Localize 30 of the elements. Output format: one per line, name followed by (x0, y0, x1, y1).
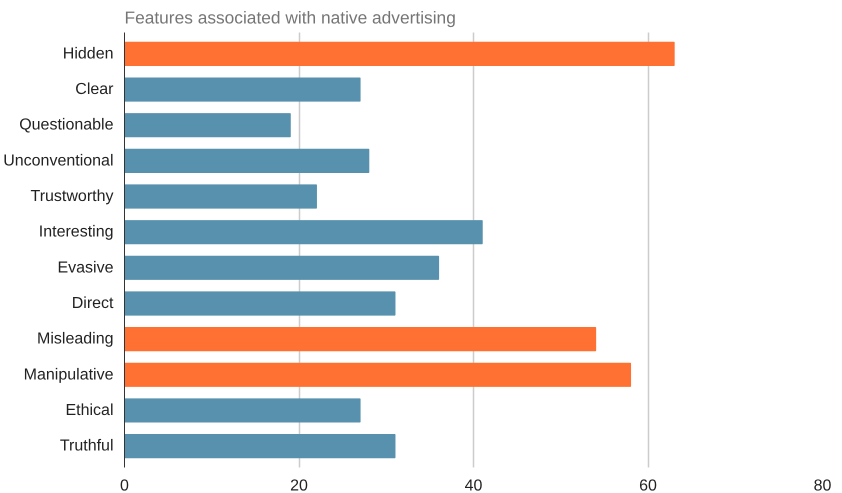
bar (124, 184, 317, 209)
bar (124, 434, 396, 458)
y-tick-label: Trustworthy (30, 188, 114, 206)
bar (124, 362, 632, 387)
x-tick-label: 80 (814, 478, 832, 493)
y-tick-label: Manipulative (24, 366, 114, 384)
x-tick-label: 40 (464, 478, 482, 493)
x-tick-label: 0 (120, 478, 130, 493)
y-tick-label: Misleading (37, 330, 114, 348)
bar (124, 113, 291, 138)
x-tick-label: 20 (290, 478, 308, 493)
chart-title: Features associated with native advertising (124, 8, 456, 28)
bar (124, 77, 361, 102)
bar (124, 220, 483, 244)
y-tick-label: Interesting (38, 224, 114, 241)
bar (124, 291, 396, 316)
bar (124, 256, 440, 280)
y-tick-label: Clear (75, 81, 114, 98)
y-tick-label: Ethical (65, 402, 114, 419)
bar (124, 148, 370, 173)
x-tick-label: 60 (639, 478, 657, 493)
bar (124, 327, 596, 352)
bar (124, 42, 675, 66)
y-tick-label: Direct (72, 294, 114, 312)
y-tick-label: Questionable (19, 116, 114, 134)
y-tick-label: Unconventional (3, 152, 114, 170)
bar (124, 398, 361, 423)
y-tick-label: Hidden (62, 45, 114, 62)
y-tick-label: Truthful (60, 438, 114, 455)
y-tick-label: Evasive (57, 259, 114, 276)
